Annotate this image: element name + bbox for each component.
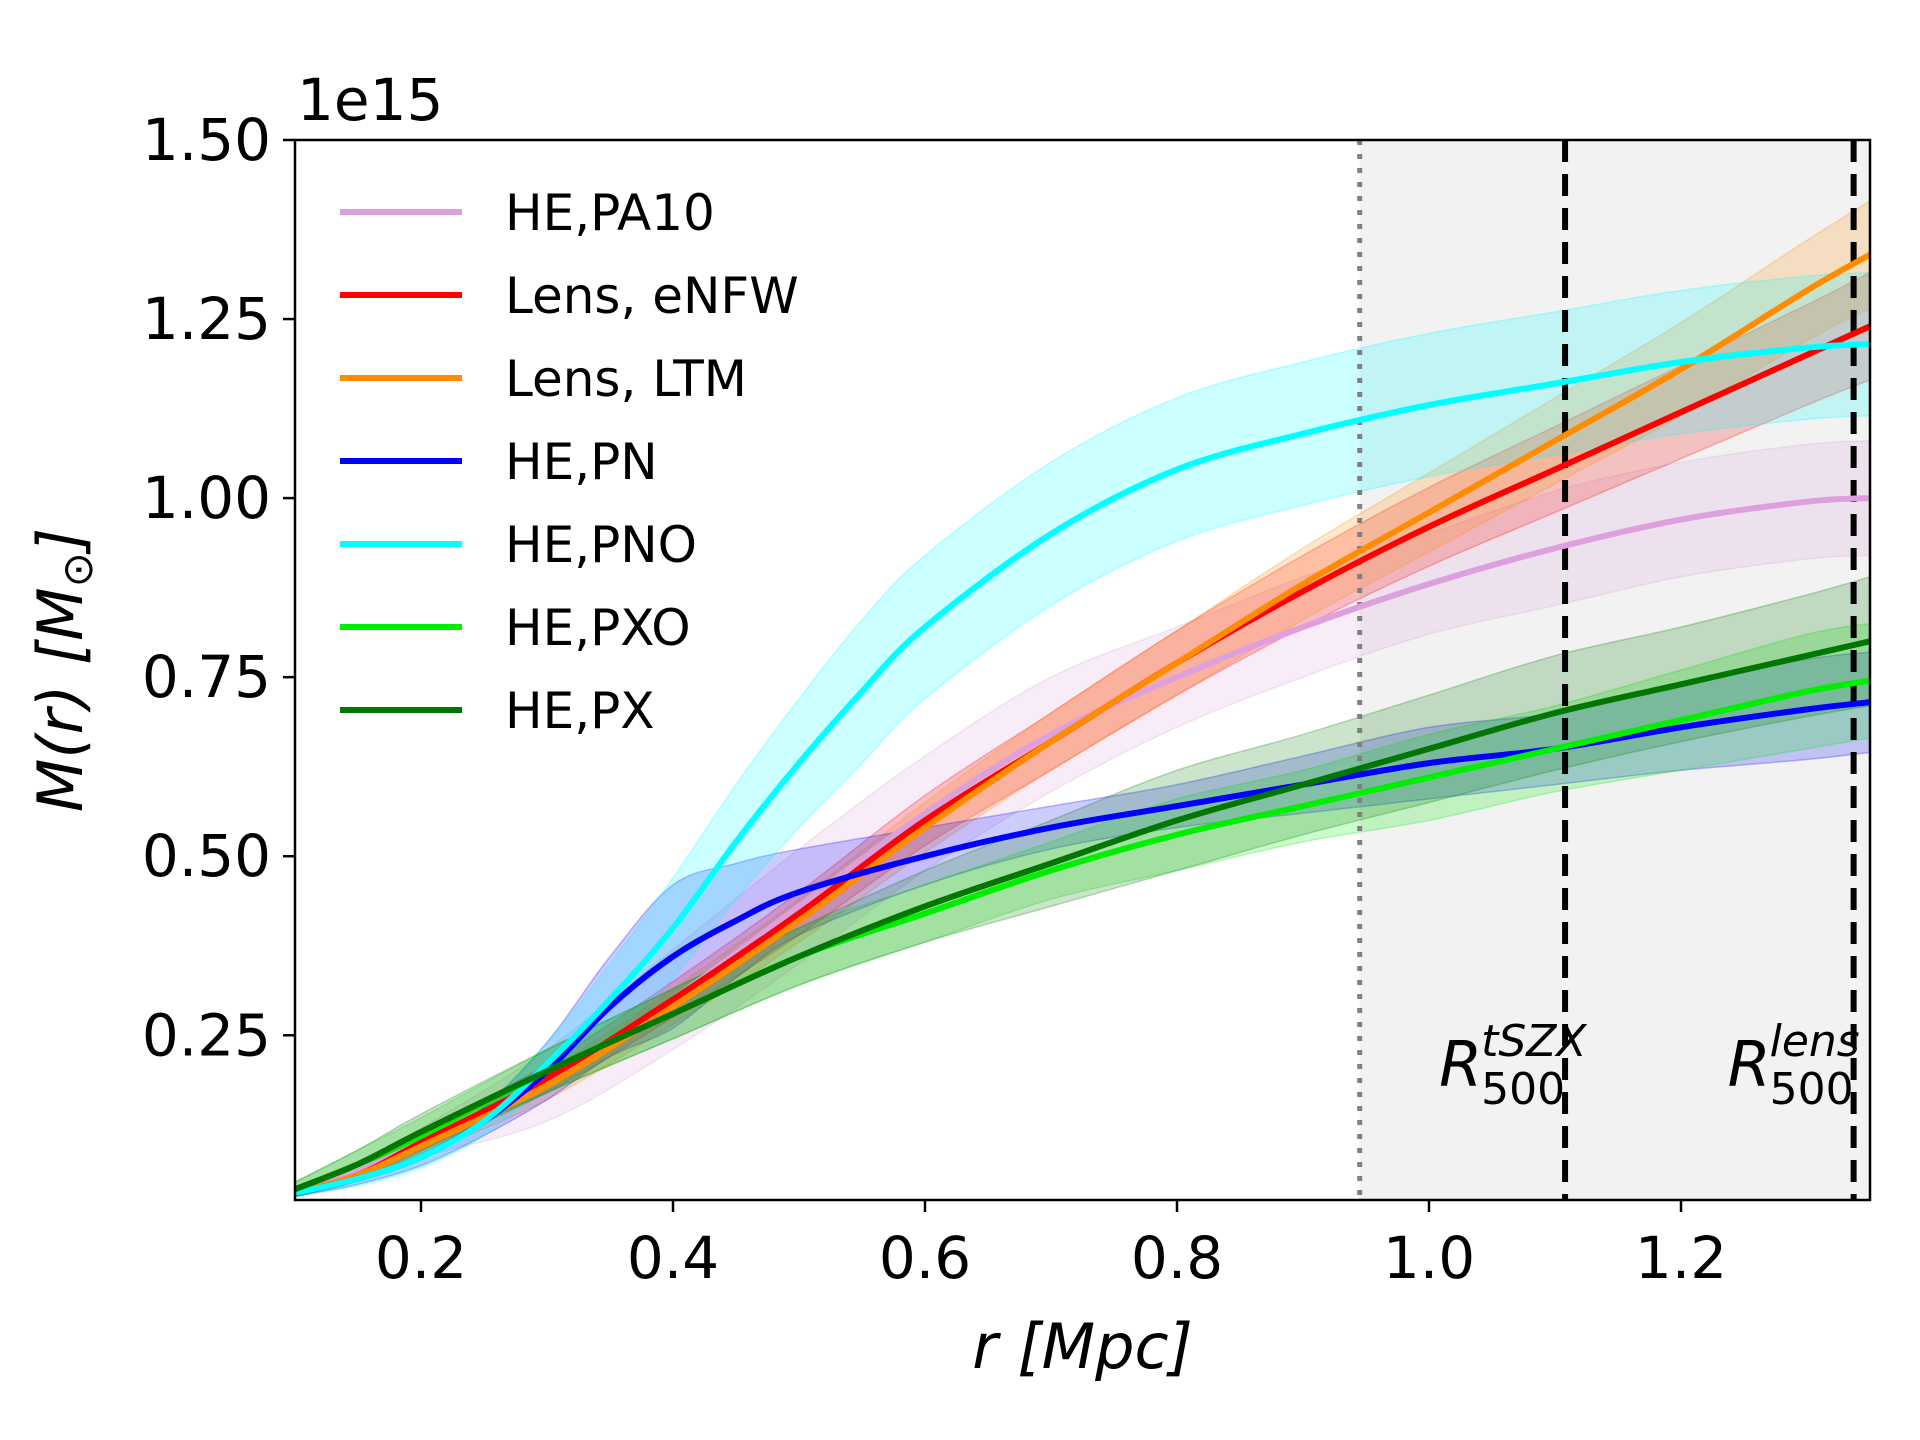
x-tick-label: 1.0 <box>1383 1224 1475 1292</box>
y-tick-label: 0.25 <box>142 1001 271 1069</box>
legend-label-2: Lens, LTM <box>505 350 747 408</box>
legend-label-5: HE,PXO <box>505 599 691 657</box>
x-tick-label: 0.4 <box>627 1224 719 1292</box>
error-band-6 <box>295 576 1870 1198</box>
legend: HE,PA10 Lens, eNFW Lens, LTM HE,PN HE,PNO HE,… <box>340 184 799 740</box>
legend-label-6: HE,PX <box>505 682 655 740</box>
legend-label-0: HE,PA10 <box>505 184 715 242</box>
x-axis-var: r <box>972 1310 1017 1383</box>
x-axis-units: [Mpc] <box>1017 1310 1192 1383</box>
y-axis-label-close: ] <box>24 528 97 555</box>
x-tick-label: 1.2 <box>1635 1224 1727 1292</box>
y-axis-title: M(r) [M⊙] <box>24 528 102 812</box>
r500-sup-0: tSZX <box>1481 1016 1587 1067</box>
error-band-4 <box>295 271 1870 1198</box>
y-axis-label: M(r) [M <box>24 587 97 812</box>
r500-sup-1: lens <box>1770 1016 1860 1067</box>
y-tick-label: 1.50 <box>142 106 271 174</box>
y-tick-label: 0.50 <box>142 822 271 890</box>
axes-frame <box>293 138 1872 1202</box>
shaded-region <box>1359 140 1870 1200</box>
legend-label-1: Lens, eNFW <box>505 267 799 325</box>
series-line-2 <box>295 251 1870 1196</box>
legend-label-3: HE,PN <box>505 433 658 491</box>
legend-label-4: HE,PNO <box>505 516 697 574</box>
series-line-4 <box>295 341 1870 1196</box>
y-tick-label: 1.25 <box>142 285 271 353</box>
offset-text: 1e15 <box>297 66 443 134</box>
x-axis-title: r [Mpc] <box>972 1310 1193 1383</box>
y-axis-sun-symbol: ⊙ <box>53 552 102 587</box>
axes: 0.2 0.4 0.6 0.8 1.0 1.2 0.25 0.50 0.75 1.00 1.25 1.… <box>24 66 1872 1383</box>
x-tick-label: 0.6 <box>879 1224 971 1292</box>
r500-sub-1: 500 <box>1770 1064 1854 1115</box>
r500-label-0: R <box>1439 1028 1482 1101</box>
x-tick-label: 0.2 <box>375 1224 467 1292</box>
y-tick-label: 1.00 <box>142 464 271 532</box>
y-tick-label: 0.75 <box>142 643 271 711</box>
x-tick-label: 0.8 <box>1131 1224 1223 1292</box>
r500-label-1: R <box>1728 1028 1771 1101</box>
r500-sub-0: 500 <box>1481 1064 1565 1115</box>
series-line-6 <box>295 638 1870 1193</box>
